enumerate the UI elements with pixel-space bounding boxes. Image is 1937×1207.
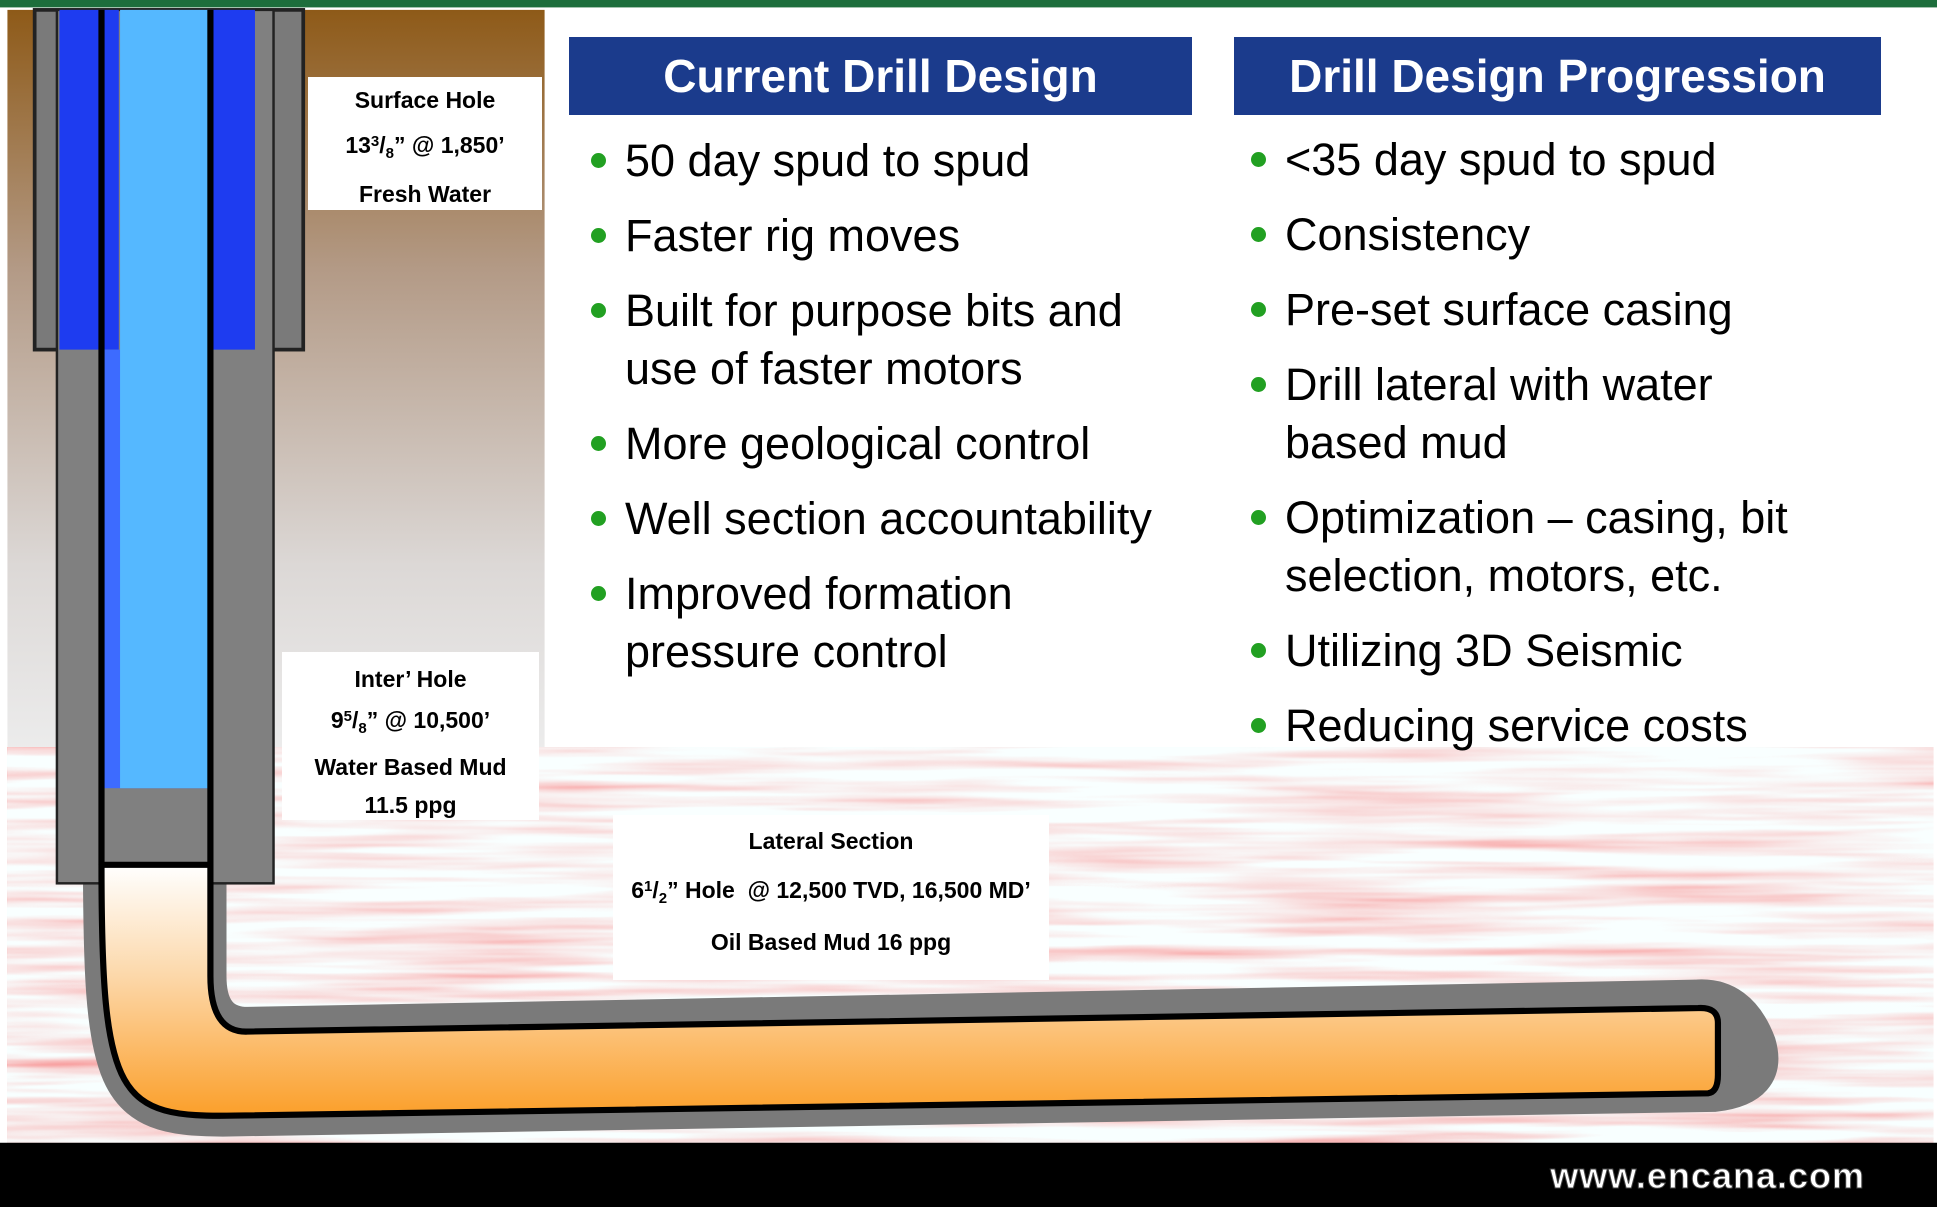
bullet-list: <35 day spud to spud Consistency Pre-set s…: [1251, 131, 1842, 772]
label-size: 95/8” @ 10,500’: [282, 698, 539, 748]
bullet-item: Consistency: [1251, 206, 1842, 264]
size-whole: 13: [345, 132, 371, 158]
label-fluid: Oil Based Mud 16 ppg: [710, 929, 952, 955]
drill-pipe: [120, 9, 208, 789]
size-whole: 9: [330, 707, 344, 733]
size-den: 8: [358, 720, 367, 737]
size-num: 1: [643, 878, 653, 895]
intermediate-label: Inter’ Hole 95/8” @ 10,500’ Water Based …: [282, 652, 539, 820]
size-slash: /: [351, 707, 359, 733]
bullet-list: 50 day spud to spud Faster rig moves Built…: [591, 132, 1170, 698]
size-slash: /: [379, 132, 386, 158]
label-size: 61/2” Hole @ 12,500 TVD, 16,500 MD’: [623, 871, 1039, 914]
size-whole: 6: [631, 877, 644, 903]
bullet-item: Utilizing 3D Seismic: [1251, 622, 1842, 680]
size-num: 3: [370, 133, 380, 150]
top-bar: [0, 0, 1937, 8]
size-num: 5: [343, 708, 352, 725]
size-den: 2: [658, 890, 668, 907]
bullet-item: Drill lateral with water based mud: [1251, 356, 1842, 472]
label-fluid: Water Based Mud: [314, 754, 507, 780]
casing-blue: [207, 9, 255, 350]
size-rest: ” Hole @ 12,500 TVD, 16,500 MD’: [667, 877, 1031, 903]
panel-title: Drill Design Progression: [1234, 37, 1881, 115]
footer-url: www.encana.com: [1550, 1155, 1865, 1197]
bullet-item: Improved formation pressure control: [591, 565, 1170, 681]
bullet-item: 50 day spud to spud: [591, 132, 1170, 190]
lateral-label: Lateral Section 61/2” Hole @ 12,500 TVD,…: [613, 815, 1049, 980]
label-title: Surface Hole: [354, 87, 496, 113]
bullet-item: Well section accountability: [591, 490, 1170, 548]
bullet-item: <35 day spud to spud: [1251, 131, 1842, 189]
bullet-item: Optimization – casing, bit selection, mo…: [1251, 489, 1842, 605]
bullet-item: More geological control: [591, 415, 1170, 473]
surface-label: Surface Hole 133/8” @ 1,850’ Fresh Water: [308, 77, 542, 210]
panel-title: Current Drill Design: [569, 37, 1192, 115]
bullet-item: Pre-set surface casing: [1251, 281, 1842, 339]
label-fluid: Fresh Water: [358, 181, 492, 207]
bullet-item: Reducing service costs: [1251, 697, 1842, 755]
size-rest: ” @ 10,500’: [366, 707, 491, 733]
size-slash: /: [652, 877, 659, 903]
lateral-hole: [98, 861, 1722, 1119]
bullet-item: Built for purpose bits and use of faster…: [591, 282, 1170, 398]
label-weight: 11.5 ppg: [364, 792, 457, 818]
size-rest: ” @ 1,850’: [394, 132, 505, 158]
footer: www.encana.com: [0, 1145, 1937, 1207]
casing-blue: [59, 9, 119, 350]
bullet-item: Faster rig moves: [591, 207, 1170, 265]
label-size: 133/8” @ 1,850’: [308, 121, 542, 174]
label-title: Lateral Section: [748, 828, 914, 854]
label-title: Inter’ Hole: [354, 666, 467, 692]
size-den: 8: [385, 145, 394, 162]
